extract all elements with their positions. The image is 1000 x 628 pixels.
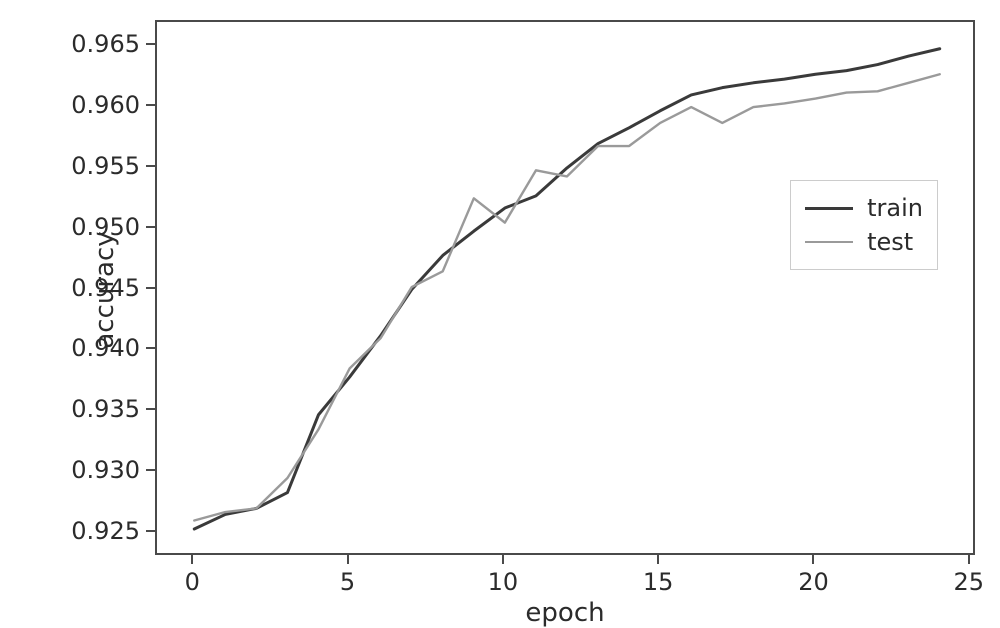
y-tick-label: 0.930 — [71, 456, 140, 484]
chart-axes: train test — [155, 20, 975, 555]
y-tick — [146, 469, 155, 471]
y-tick — [146, 226, 155, 228]
y-tick — [146, 43, 155, 45]
y-tick — [146, 347, 155, 349]
y-tick-label: 0.935 — [71, 395, 140, 423]
x-tick — [657, 555, 659, 564]
series-line-train — [194, 49, 939, 529]
y-tick — [146, 104, 155, 106]
x-axis-label: epoch — [515, 598, 615, 628]
x-tick-label: 10 — [488, 568, 519, 596]
y-tick — [146, 165, 155, 167]
legend-label: test — [867, 228, 913, 256]
y-tick-label: 0.945 — [71, 274, 140, 302]
y-tick-label: 0.940 — [71, 334, 140, 362]
x-tick — [347, 555, 349, 564]
y-tick — [146, 408, 155, 410]
y-tick-label: 0.955 — [71, 152, 140, 180]
x-tick — [502, 555, 504, 564]
x-tick-label: 20 — [798, 568, 829, 596]
x-tick-label: 15 — [643, 568, 674, 596]
x-tick — [812, 555, 814, 564]
legend: train test — [790, 180, 938, 270]
y-tick-label: 0.925 — [71, 517, 140, 545]
series-line-test — [194, 74, 939, 520]
y-tick-label: 0.965 — [71, 30, 140, 58]
x-tick-label: 0 — [185, 568, 200, 596]
x-tick — [191, 555, 193, 564]
x-tick — [968, 555, 970, 564]
y-tick — [146, 287, 155, 289]
figure: traintest epoch accuracy 05101520250.925… — [0, 0, 1000, 626]
legend-swatch — [805, 241, 853, 243]
x-tick-label: 5 — [340, 568, 355, 596]
plot-area — [157, 22, 977, 557]
legend-item-train: train — [805, 191, 923, 225]
legend-item-test: test — [805, 225, 923, 259]
y-tick-label: 0.950 — [71, 213, 140, 241]
x-tick-label: 25 — [954, 568, 985, 596]
legend-label: train — [867, 194, 923, 222]
y-tick-label: 0.960 — [71, 91, 140, 119]
legend-swatch — [805, 207, 853, 210]
y-tick — [146, 530, 155, 532]
